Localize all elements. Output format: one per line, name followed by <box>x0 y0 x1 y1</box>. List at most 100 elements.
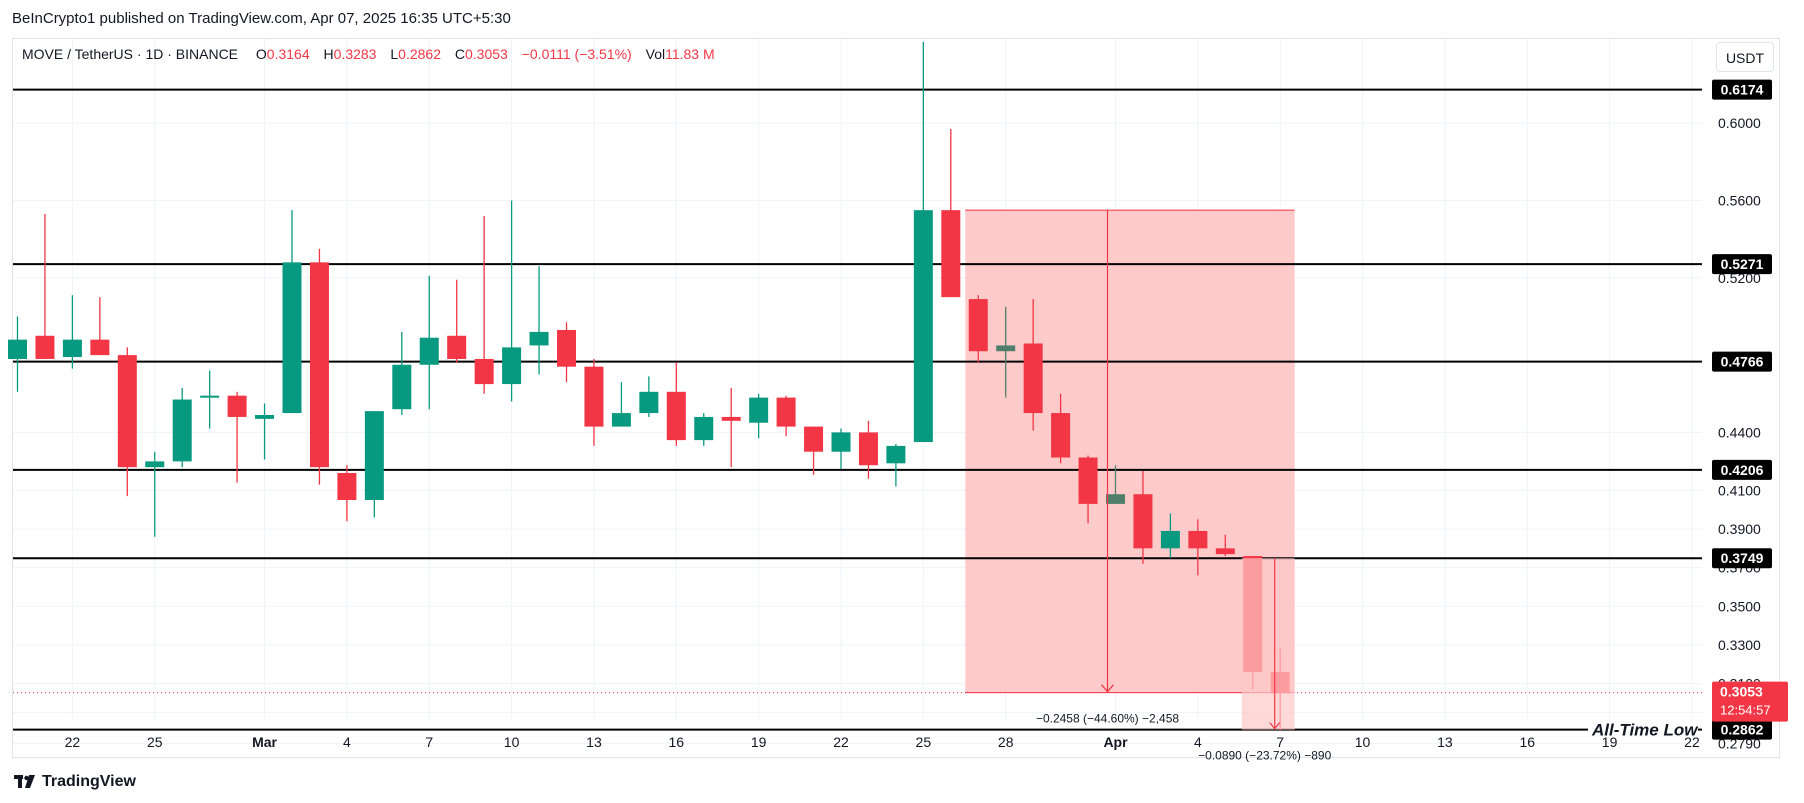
candle-body <box>337 472 357 501</box>
candle-body <box>172 399 192 462</box>
candle <box>282 210 302 414</box>
y-tick-label: 0.3500 <box>1718 598 1761 614</box>
all-time-low-annotation: All-Time Low <box>1591 721 1699 740</box>
horizontal-levels: All-Time Low <box>13 88 1702 740</box>
tradingview-branding[interactable]: TradingView <box>14 773 136 791</box>
candle-body <box>309 262 329 468</box>
level-tag-bg <box>1712 254 1772 275</box>
candle-body <box>749 397 769 423</box>
last-price-tag-bg <box>1712 681 1788 722</box>
candle <box>941 129 961 298</box>
candle <box>90 297 110 356</box>
legend-open: 0.3164 <box>266 46 310 62</box>
candle-body <box>227 395 247 417</box>
candle <box>419 275 439 410</box>
x-tick-label: 10 <box>504 734 520 750</box>
candle <box>364 411 384 518</box>
candle <box>1133 471 1153 564</box>
x-tick-label: 22 <box>1684 734 1700 750</box>
symbol-legend: MOVE / TetherUS · 1D · BINANCE O0.3164 H… <box>22 46 725 62</box>
level-tag-bg <box>1712 719 1772 740</box>
legend-high: 0.3283 <box>333 46 377 62</box>
level-price-tags: 0.6174 0.5271 0.4766 0.4206 0.3749 0.2862 0.30… <box>1712 79 1788 740</box>
candle <box>804 426 824 475</box>
y-tick-label: 0.5600 <box>1718 193 1761 209</box>
candle-body <box>584 366 604 427</box>
legend-close: 0.3053 <box>465 46 508 62</box>
x-tick-label: 16 <box>1519 734 1535 750</box>
x-tick-label: 10 <box>1355 734 1371 750</box>
candle <box>62 295 82 369</box>
legend-symbol: MOVE / TetherUS · 1D · BINANCE <box>22 46 239 62</box>
candle-body <box>255 415 275 419</box>
candle <box>200 370 220 429</box>
grid-lines <box>13 39 1702 745</box>
candle <box>694 413 714 446</box>
candle <box>447 279 467 363</box>
level-tag-bg <box>1712 459 1772 480</box>
legend-high-label: H <box>323 46 334 62</box>
currency-button[interactable]: USDT <box>1716 42 1774 72</box>
candle <box>749 393 769 439</box>
candle <box>886 443 906 487</box>
candle-body <box>611 413 631 427</box>
candle <box>968 295 988 363</box>
legend-low: 0.2862 <box>398 46 441 62</box>
level-tag-label: 0.2862 <box>1721 722 1764 738</box>
candle-body <box>913 210 933 443</box>
candle-body <box>474 358 494 385</box>
level-tag-label: 0.4206 <box>1721 462 1764 478</box>
candle-body <box>1023 343 1043 414</box>
x-tick-label: 7 <box>425 734 433 750</box>
candle-body <box>364 411 384 501</box>
level-tag-bg <box>1712 79 1772 100</box>
candle-body <box>1106 494 1125 504</box>
y-axis-labels: 0.60000.56000.52000.44000.41000.39000.37… <box>1718 115 1761 751</box>
candle <box>255 403 275 460</box>
short-position-zone <box>965 209 1295 694</box>
candle-body <box>419 337 439 365</box>
candle-body <box>557 329 576 367</box>
x-tick-label: 19 <box>1602 734 1618 750</box>
candle <box>776 395 796 437</box>
x-tick-label: 13 <box>1437 734 1453 750</box>
candle <box>913 42 933 443</box>
candle <box>996 306 1016 398</box>
level-tag-bg <box>1712 351 1772 372</box>
candle <box>1188 519 1208 576</box>
candle <box>337 465 357 522</box>
y-tick-label: 0.3300 <box>1718 637 1761 653</box>
candle-body <box>694 416 714 441</box>
candle <box>392 331 412 416</box>
candle <box>1160 513 1180 558</box>
candle-body <box>941 210 961 298</box>
candle <box>145 451 165 537</box>
x-tick-label: 28 <box>998 734 1014 750</box>
candle-body <box>996 345 1016 352</box>
ath-measure-box <box>1241 558 1295 730</box>
candle-body <box>1051 413 1071 458</box>
legend-change: −0.0111 (−3.51%) <box>521 46 632 62</box>
candle-body <box>1160 530 1180 549</box>
candle <box>474 215 494 394</box>
candle <box>35 214 55 359</box>
x-tick-label: 7 <box>1276 734 1284 750</box>
candle <box>639 376 659 417</box>
level-tag-bg <box>1712 548 1772 569</box>
x-tick-label: 25 <box>916 734 932 750</box>
candle-body <box>639 391 659 414</box>
candle-body <box>1188 530 1208 549</box>
ath-measure-arrow-head <box>1269 722 1281 730</box>
candle-body <box>502 347 522 385</box>
y-tick-label: 0.6000 <box>1718 115 1761 131</box>
candle <box>1023 299 1043 431</box>
candle <box>1106 465 1125 504</box>
x-tick-label: 13 <box>586 734 602 750</box>
candle-body <box>145 461 165 468</box>
candle-body <box>886 445 906 464</box>
candle-body <box>392 364 412 410</box>
candle <box>584 358 604 446</box>
candle-body <box>1133 494 1153 549</box>
candle <box>611 382 631 427</box>
